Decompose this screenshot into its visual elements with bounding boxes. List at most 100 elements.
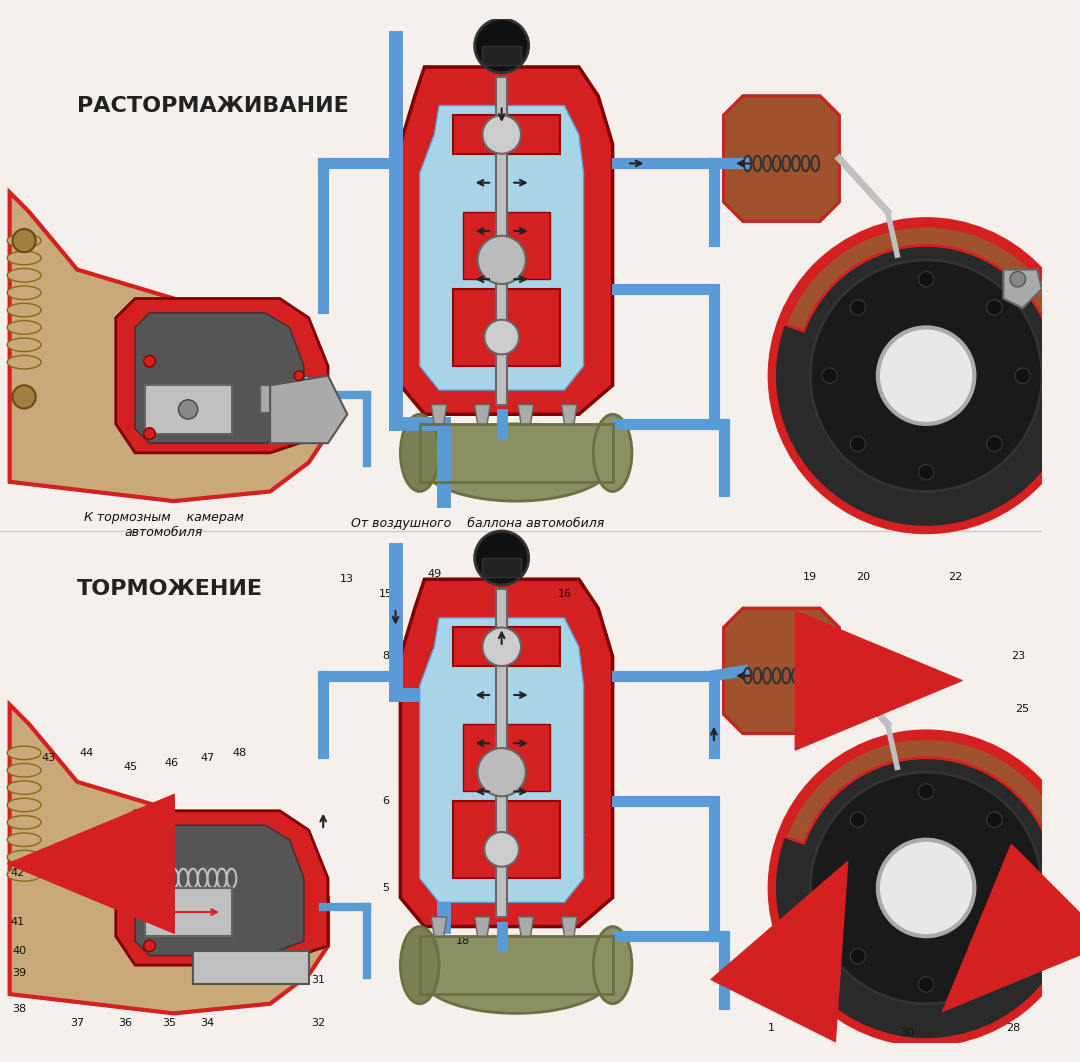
Circle shape	[474, 531, 529, 585]
Bar	[496, 589, 508, 917]
Polygon shape	[474, 917, 490, 937]
Text: 51: 51	[434, 311, 450, 324]
Wedge shape	[1049, 837, 1076, 939]
Text: 42: 42	[10, 869, 25, 878]
Circle shape	[144, 428, 156, 440]
Ellipse shape	[8, 356, 41, 369]
Text: 48: 48	[232, 748, 246, 758]
Text: 22: 22	[948, 572, 962, 582]
Circle shape	[822, 880, 837, 895]
Text: 50: 50	[434, 249, 450, 261]
Bar	[420, 424, 612, 482]
Polygon shape	[270, 376, 348, 443]
Ellipse shape	[420, 424, 612, 501]
Bar	[454, 801, 559, 878]
Bar	[463, 724, 550, 791]
Bar	[454, 628, 559, 666]
Text: ТОРМОЖЕНИЕ: ТОРМОЖЕНИЕ	[77, 579, 264, 599]
Text: 7: 7	[551, 651, 558, 662]
Text: 15: 15	[379, 588, 393, 599]
Polygon shape	[474, 405, 490, 424]
Bar	[463, 211, 550, 279]
Bar	[193, 376, 309, 419]
Text: 35: 35	[162, 1018, 176, 1028]
Ellipse shape	[8, 286, 41, 299]
Polygon shape	[420, 618, 583, 903]
Ellipse shape	[593, 926, 632, 1004]
Text: 13: 13	[340, 575, 354, 584]
Circle shape	[918, 272, 934, 287]
Text: К тормозным    камерам
автомобиля: К тормозным камерам автомобиля	[84, 511, 244, 538]
Bar	[145, 386, 231, 433]
Text: 34: 34	[201, 1018, 215, 1028]
Ellipse shape	[593, 414, 632, 492]
Circle shape	[483, 115, 521, 154]
Text: 20: 20	[856, 572, 870, 582]
Bar	[483, 46, 521, 65]
Polygon shape	[116, 810, 328, 965]
Circle shape	[144, 356, 156, 367]
Ellipse shape	[401, 926, 438, 1004]
Ellipse shape	[8, 338, 41, 352]
Ellipse shape	[8, 868, 41, 881]
Polygon shape	[724, 609, 839, 734]
Polygon shape	[420, 105, 583, 390]
Text: 45: 45	[123, 763, 137, 772]
Circle shape	[1010, 272, 1026, 287]
Polygon shape	[116, 298, 328, 452]
Ellipse shape	[420, 937, 612, 1013]
Text: 47: 47	[200, 753, 215, 763]
Circle shape	[987, 812, 1002, 827]
Circle shape	[850, 299, 866, 315]
Bar	[496, 76, 508, 405]
Text: 23: 23	[1011, 651, 1025, 662]
Circle shape	[810, 260, 1042, 492]
Circle shape	[810, 772, 1042, 1004]
Text: 31: 31	[311, 975, 325, 984]
Circle shape	[294, 371, 303, 380]
Polygon shape	[431, 917, 447, 937]
Bar	[135, 346, 280, 376]
Ellipse shape	[8, 764, 41, 777]
Polygon shape	[10, 705, 328, 1013]
Text: 6: 6	[382, 796, 390, 806]
Text: От воздушного    баллона автомобиля: От воздушного баллона автомобиля	[351, 516, 604, 530]
Bar	[420, 424, 612, 482]
Circle shape	[918, 784, 934, 800]
Ellipse shape	[8, 781, 41, 794]
Polygon shape	[518, 405, 534, 424]
Text: 25: 25	[1015, 704, 1029, 715]
Polygon shape	[562, 405, 577, 424]
Ellipse shape	[8, 252, 41, 264]
Text: 43: 43	[41, 753, 55, 763]
Ellipse shape	[8, 799, 41, 811]
Text: 44: 44	[80, 748, 94, 758]
Ellipse shape	[401, 414, 438, 492]
Circle shape	[13, 229, 36, 252]
Text: 5: 5	[382, 883, 390, 893]
Text: 38: 38	[12, 1004, 26, 1013]
Polygon shape	[135, 825, 303, 956]
Text: 40: 40	[12, 945, 26, 956]
Text: 41: 41	[11, 917, 25, 927]
Circle shape	[822, 367, 837, 383]
Circle shape	[850, 948, 866, 964]
Ellipse shape	[8, 321, 41, 335]
Circle shape	[918, 464, 934, 480]
Ellipse shape	[8, 833, 41, 846]
Text: 32: 32	[311, 1018, 325, 1028]
Text: 1: 1	[768, 1023, 775, 1033]
Circle shape	[144, 868, 156, 879]
Bar	[260, 386, 328, 412]
Text: 37: 37	[70, 1018, 84, 1028]
Circle shape	[477, 748, 526, 796]
Circle shape	[878, 840, 974, 937]
Text: 50: 50	[504, 569, 518, 580]
Bar	[193, 950, 309, 984]
Ellipse shape	[8, 234, 41, 247]
Bar	[420, 937, 612, 994]
Circle shape	[484, 832, 519, 867]
Ellipse shape	[8, 747, 41, 759]
Polygon shape	[431, 405, 447, 424]
Circle shape	[474, 19, 529, 72]
